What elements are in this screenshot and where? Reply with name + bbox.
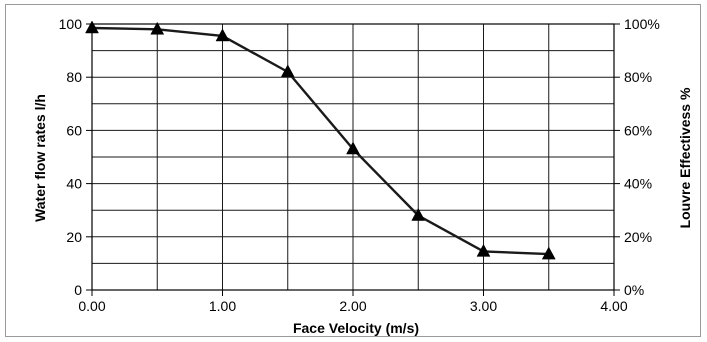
y-tick-label: 80 [66, 69, 82, 85]
y2-tick-label: 20% [624, 229, 652, 245]
x-tick-label: 2.00 [339, 298, 366, 314]
y-axis-title: Water flow rates l/h [32, 94, 48, 222]
y2-tick-label: 100% [624, 16, 660, 32]
axis-layer: 0 20 40 60 80 100 0% 20% 40% 60% 80% 100% 0.00 1.00 2.… [59, 16, 660, 314]
y2-axis-title: Louvre Effectivess % [677, 87, 693, 228]
y2-tick-label: 0% [624, 282, 644, 298]
series-line [91, 26, 549, 256]
y-tick-label: 40 [66, 176, 82, 192]
x-tick-label: 4.00 [600, 298, 627, 314]
data-point-marker [476, 243, 491, 257]
x-tick-label: 0.00 [78, 298, 105, 314]
y-tick-label: 0 [74, 282, 82, 298]
x-tick-label: 3.00 [470, 298, 497, 314]
data-point-marker [280, 64, 295, 78]
data-point-marker [150, 21, 165, 35]
y-tick-label: 20 [66, 229, 82, 245]
y2-tick-label: 40% [624, 176, 652, 192]
x-axis-title: Face Velocity (m/s) [293, 320, 419, 336]
y-tick-label: 60 [66, 122, 82, 138]
data-point-marker [215, 28, 230, 42]
y2-tick-label: 80% [624, 69, 652, 85]
data-point-marker [541, 246, 556, 260]
y-tick-label: 100 [59, 16, 83, 32]
data-point-marker [411, 207, 426, 221]
x-tick-label: 1.00 [209, 298, 236, 314]
data-point-marker [346, 141, 360, 155]
y2-tick-label: 60% [624, 122, 652, 138]
series-layer [85, 20, 556, 260]
